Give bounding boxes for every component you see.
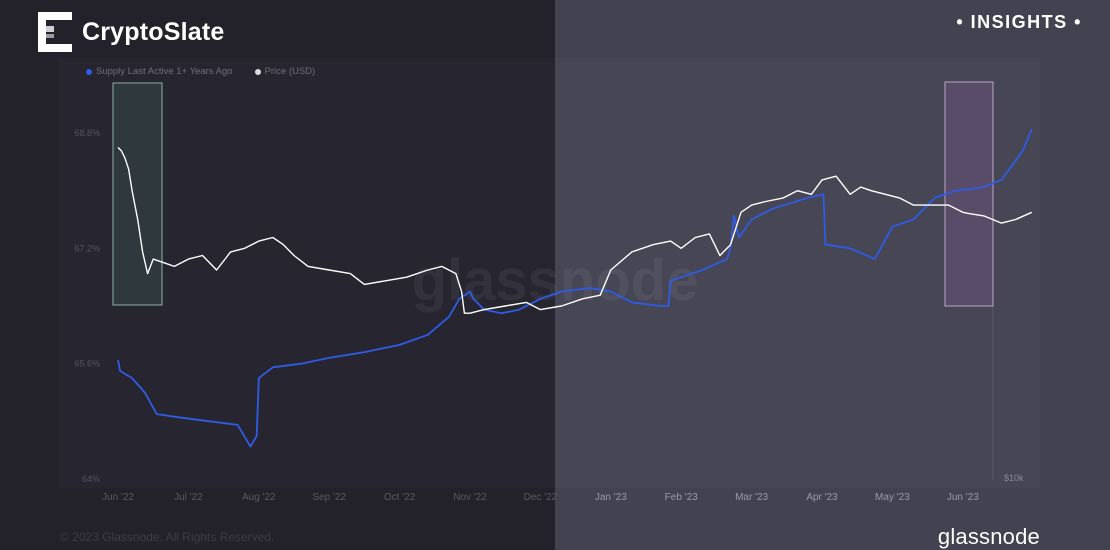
x-tick-label: Apr '23 — [806, 492, 838, 503]
y-right-tick-label: $10k — [1004, 473, 1024, 483]
series-line-supply — [117, 129, 1033, 448]
y-tick-label: 64% — [82, 474, 100, 484]
x-tick-label: Mar '23 — [735, 492, 768, 503]
x-tick-label: Oct '22 — [384, 492, 416, 503]
glassnode-wordmark: glassnode — [937, 524, 1040, 549]
x-tick-label: May '23 — [875, 492, 910, 503]
highlight-box-end — [944, 81, 994, 307]
cryptoslate-logo-icon — [38, 12, 72, 52]
chart-watermark: glassnode — [412, 248, 699, 313]
x-tick-label: Jul '22 — [174, 492, 203, 503]
legend-item-price: Price (USD) — [254, 66, 316, 77]
right-plot-bg — [555, 58, 1040, 488]
left-plot-bg — [58, 58, 555, 488]
series-line-price — [117, 146, 1033, 314]
x-tick-label: Aug '22 — [242, 492, 276, 503]
legend-label-supply: Supply Last Active 1+ Years Ago — [96, 66, 233, 77]
legend-dot-supply — [86, 68, 92, 75]
legend-item-supply: Supply Last Active 1+ Years Ago — [86, 66, 233, 77]
x-tick-label: Dec '22 — [524, 492, 558, 503]
x-tick-label: Jun '22 — [102, 492, 134, 503]
insights-label: • INSIGHTS • — [956, 12, 1082, 32]
legend-dot-price — [254, 68, 261, 75]
chart-legend: Supply Last Active 1+ Years Ago Price (U… — [86, 66, 315, 77]
x-tick-label: Sep '22 — [312, 492, 346, 503]
x-tick-label: Jan '23 — [595, 492, 627, 503]
highlight-box-start — [112, 82, 163, 306]
x-tick-label: Nov '22 — [453, 492, 487, 503]
x-tick-label: Jun '23 — [947, 492, 979, 503]
legend-label-price: Price (USD) — [264, 66, 316, 77]
y-tick-label: 67.2% — [74, 243, 100, 253]
x-tick-label: Feb '23 — [665, 492, 698, 503]
brand: CryptoSlate — [38, 12, 225, 52]
brand-name: CryptoSlate — [82, 17, 225, 46]
copyright-text: © 2023 Glassnode. All Rights Reserved. — [60, 530, 275, 544]
y-tick-label: 65.6% — [74, 359, 100, 369]
y-tick-label: 68.8% — [74, 128, 100, 138]
